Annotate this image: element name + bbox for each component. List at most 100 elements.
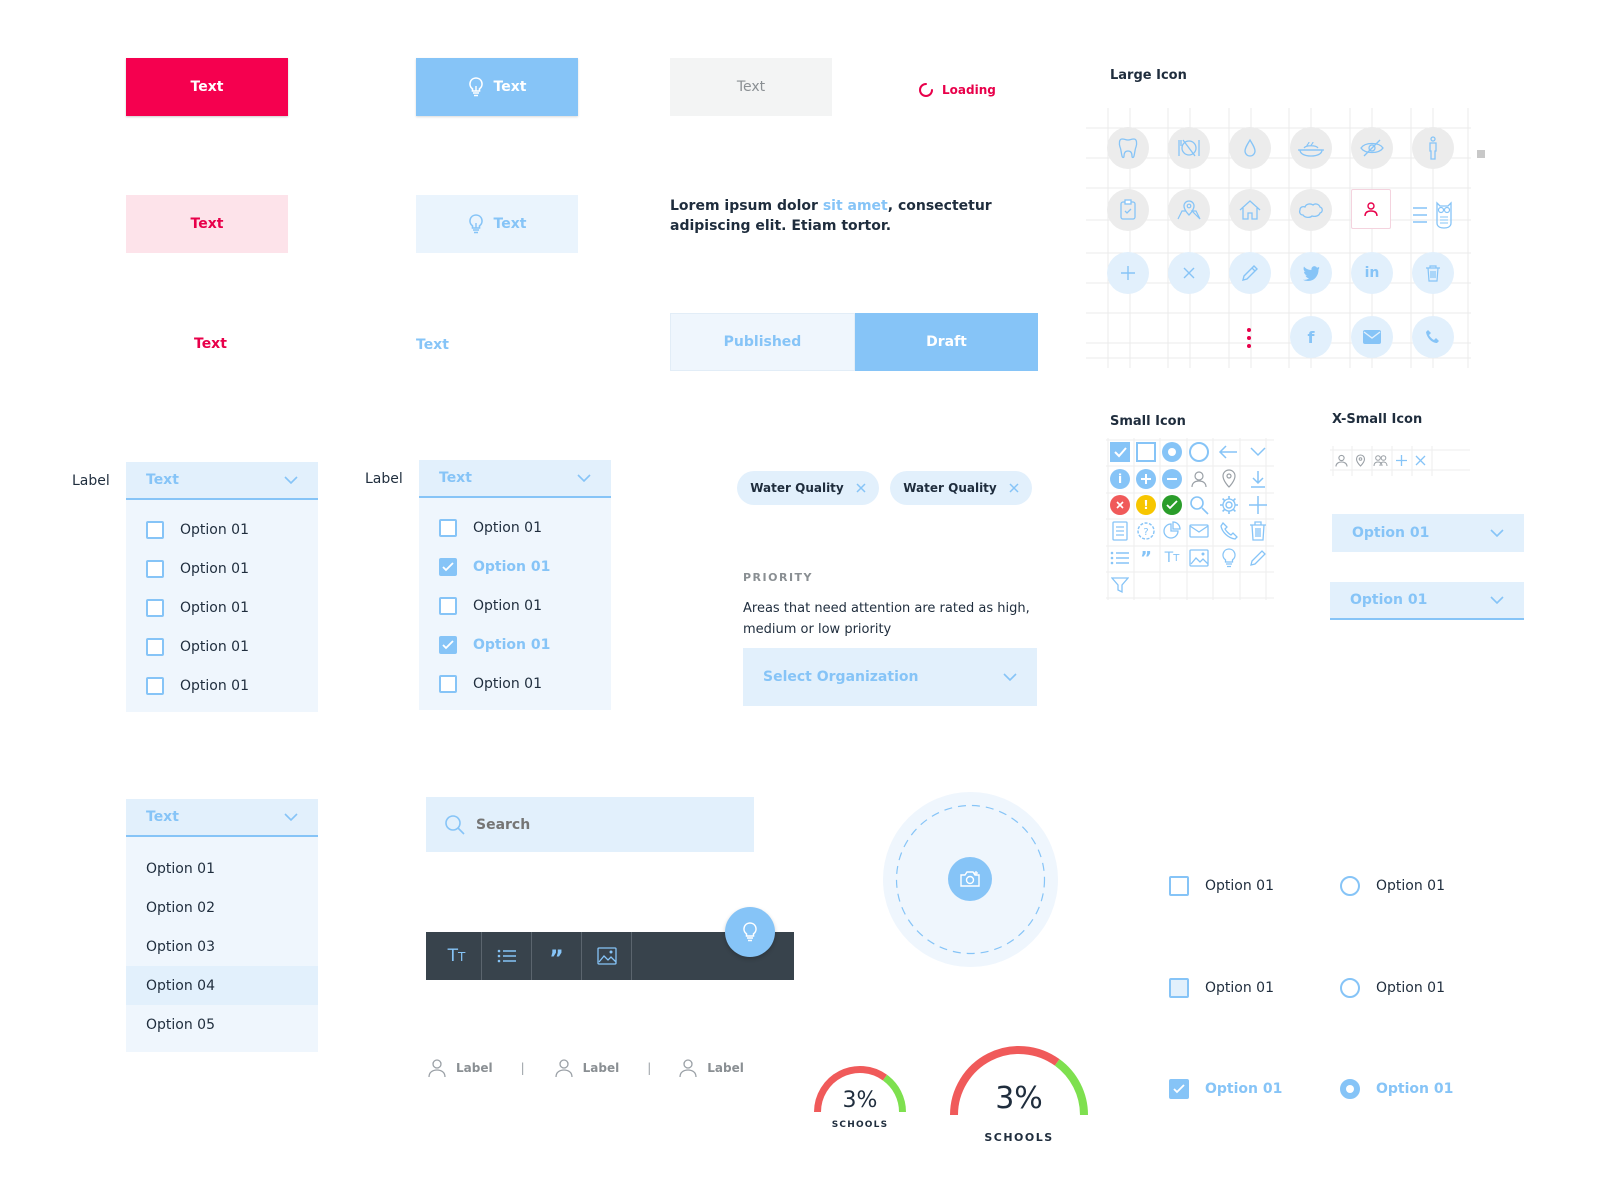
segment-draft[interactable]: Draft [855, 313, 1038, 371]
radio-option[interactable]: Option 01 [1340, 876, 1445, 896]
checkbox-dropdown-1[interactable]: Text Option 01 Option 01 Option 01 Optio… [126, 462, 318, 712]
region-map-icon[interactable] [1290, 189, 1332, 231]
list-item[interactable]: Option 01 [126, 510, 318, 549]
list-item[interactable]: Option 01 [419, 547, 611, 586]
list-item[interactable]: Option 02 [146, 899, 215, 916]
lightbulb-small-icon [1219, 548, 1239, 568]
water-drop-icon[interactable] [1229, 127, 1271, 169]
list-item[interactable]: Option 05 [146, 1016, 215, 1033]
radio-selected[interactable] [1340, 1079, 1360, 1099]
trash-icon[interactable] [1412, 252, 1454, 294]
radio[interactable] [1340, 978, 1360, 998]
list-item[interactable]: Option 01 [419, 586, 611, 625]
radio-option-hover[interactable]: Option 01 [1340, 978, 1445, 998]
tooth-icon[interactable] [1107, 127, 1149, 169]
checkbox[interactable] [1169, 876, 1189, 896]
primary-icon-button[interactable]: Text [416, 58, 578, 116]
list-item[interactable]: Option 01 [419, 508, 611, 547]
checkbox[interactable] [146, 676, 164, 695]
user-icon-active[interactable] [1351, 189, 1391, 229]
close-icon[interactable] [856, 483, 866, 493]
avatar-upload[interactable] [883, 792, 1058, 967]
list-item[interactable]: Option 01 [126, 588, 318, 627]
checkbox-option-hover[interactable]: Option 01 [1169, 978, 1274, 998]
plus-thin-icon [1248, 495, 1268, 515]
hint-fab-button[interactable] [725, 907, 775, 957]
filter-chip[interactable]: Water Quality [737, 471, 879, 505]
radio[interactable] [1340, 876, 1360, 896]
menu-owl-icon[interactable] [1412, 200, 1454, 230]
list-item[interactable]: Option 01 [146, 860, 215, 877]
checkbox-option[interactable]: Option 01 [1169, 876, 1274, 896]
no-food-icon[interactable] [1168, 127, 1210, 169]
text-button-blue[interactable]: Text [416, 337, 449, 353]
gauge-large: 3% SCHOOLS [950, 1045, 1088, 1155]
list-item[interactable]: Option 01 [419, 664, 611, 703]
checkbox[interactable] [146, 598, 164, 617]
text-button-red[interactable]: Text [194, 336, 227, 352]
list-item[interactable]: Option 01 [419, 625, 611, 664]
filter-chip[interactable]: Water Quality [890, 471, 1032, 505]
close-icon[interactable] [1168, 252, 1210, 294]
select-option-2[interactable]: Option 01 [1330, 582, 1524, 620]
quote-button[interactable]: ” [532, 932, 582, 980]
list-item[interactable]: Option 01 [126, 666, 318, 705]
plus-xs-icon [1396, 455, 1407, 466]
xsmall-icon-row [1335, 454, 1426, 467]
checkbox-option-checked[interactable]: Option 01 [1169, 1079, 1282, 1099]
paragraph-link[interactable]: sit amet [822, 198, 888, 214]
checkbox[interactable] [439, 674, 457, 693]
phone-icon[interactable] [1412, 316, 1454, 358]
checkbox-checked[interactable] [439, 635, 457, 654]
list-item-highlighted[interactable]: Option 04 [126, 966, 318, 1005]
checkbox[interactable] [439, 596, 457, 615]
dropdown1-header[interactable]: Text [126, 462, 318, 500]
organization-select[interactable]: Select Organization [743, 648, 1037, 706]
list-button[interactable] [482, 932, 532, 980]
select-option-1[interactable]: Option 01 [1332, 514, 1524, 552]
checkbox-checked[interactable] [439, 557, 457, 576]
map-pin-icon[interactable] [1168, 189, 1210, 231]
plain-dropdown[interactable]: Text Option 01 Option 02 Option 03 Optio… [126, 799, 318, 1052]
resize-handle[interactable] [1477, 150, 1485, 158]
home-icon[interactable] [1229, 189, 1271, 231]
checkbox[interactable] [146, 520, 164, 539]
food-bowl-icon[interactable] [1290, 127, 1332, 169]
primary-button[interactable]: Text [126, 58, 288, 116]
image-button[interactable] [582, 932, 632, 980]
dropdown3-header-text: Text [146, 809, 179, 825]
dropdown2-header[interactable]: Text [419, 460, 611, 498]
checkbox-checked[interactable] [1169, 1079, 1189, 1099]
label-text: Label [582, 1061, 620, 1075]
eye-hidden-icon[interactable] [1351, 127, 1393, 169]
list-item[interactable]: Option 01 [126, 549, 318, 588]
checkbox-dropdown-2[interactable]: Text Option 01 Option 01 Option 01 Option 0… [419, 460, 611, 710]
facebook-icon[interactable]: f [1290, 316, 1332, 358]
list-item[interactable]: Option 03 [146, 938, 215, 955]
twitter-icon[interactable] [1290, 252, 1332, 294]
checkbox[interactable] [146, 637, 164, 656]
radio-option-selected[interactable]: Option 01 [1340, 1079, 1453, 1099]
close-icon[interactable] [1009, 483, 1019, 493]
linkedin-icon[interactable]: in [1351, 252, 1393, 294]
checkbox[interactable] [439, 518, 457, 537]
dropdown3-header[interactable]: Text [126, 799, 318, 837]
pie-chart-icon [1162, 521, 1182, 541]
checkbox[interactable] [1169, 978, 1189, 998]
list-item[interactable]: Option 01 [126, 627, 318, 666]
pencil-icon[interactable] [1229, 252, 1271, 294]
segment-published[interactable]: Published [670, 313, 855, 371]
camera-button[interactable] [948, 857, 992, 901]
secondary-button[interactable]: Text [126, 195, 288, 253]
plus-icon[interactable] [1107, 252, 1149, 294]
text-size-button[interactable]: TT [432, 932, 482, 980]
kebab-menu-icon[interactable] [1246, 326, 1252, 350]
clipboard-icon[interactable] [1107, 189, 1149, 231]
search-bar[interactable] [426, 797, 754, 852]
secondary-icon-button[interactable]: Text [416, 195, 578, 253]
checkbox[interactable] [146, 559, 164, 578]
priority-desc-line2: medium or low priority [743, 622, 892, 637]
person-standing-icon[interactable] [1412, 127, 1454, 169]
mail-icon[interactable] [1351, 316, 1393, 358]
search-input[interactable] [476, 816, 726, 833]
